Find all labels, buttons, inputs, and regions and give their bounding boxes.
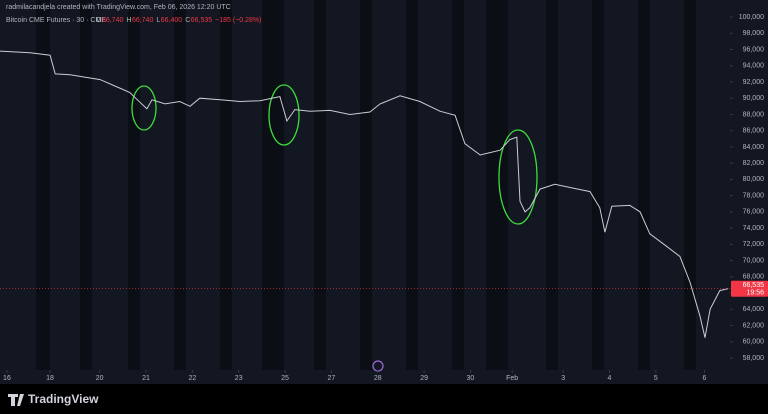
session-band (406, 0, 418, 370)
session-band (314, 0, 326, 370)
x-tick-label: 30 (467, 375, 475, 382)
x-tick-label: 27 (327, 375, 335, 382)
session-band (592, 0, 604, 370)
session-band (128, 0, 140, 370)
y-tick-label: 80,000 (743, 176, 765, 183)
x-tick-label: 16 (3, 375, 11, 382)
x-tick-label: Feb (506, 375, 518, 382)
price-change: −185 (−0.28%) (215, 17, 261, 24)
x-tick-label: 29 (420, 375, 428, 382)
y-tick-label: 96,000 (743, 46, 765, 53)
x-tick-label: 3 (561, 375, 565, 382)
x-tick-label: 18 (46, 375, 54, 382)
author-line: radmilacandjela created with TradingView… (6, 4, 231, 11)
session-band (80, 0, 92, 370)
y-tick-label: 92,000 (743, 79, 765, 86)
y-tick-label: 58,000 (743, 355, 765, 362)
countdown: 19:56 (746, 290, 764, 297)
session-band (486, 0, 508, 370)
ohlc-label: H (126, 17, 131, 24)
last-price-label: 66,535 (743, 282, 765, 289)
x-tick-label: 6 (703, 375, 707, 382)
y-tick-label: 74,000 (743, 225, 765, 232)
ohlc-label: C (185, 17, 190, 24)
price-line (0, 50, 729, 338)
y-tick-label: 94,000 (743, 63, 765, 70)
annotation-ellipse (131, 85, 157, 131)
ohlc-value: 66,740 (102, 17, 124, 24)
y-tick-label: 62,000 (743, 322, 765, 329)
y-tick-label: 70,000 (743, 257, 765, 264)
ohlc-value: 66,740 (132, 17, 154, 24)
x-tick-label: 23 (235, 375, 243, 382)
session-band (262, 0, 284, 370)
session-band (174, 0, 186, 370)
session-band (220, 0, 232, 370)
last-price-tag (731, 280, 768, 297)
ohlc-value: 66,535 (191, 17, 213, 24)
y-tick-label: 82,000 (743, 160, 765, 167)
y-tick-label: 98,000 (743, 30, 765, 37)
session-band (36, 0, 50, 370)
y-tick-label: 84,000 (743, 144, 765, 151)
x-tick-label: 20 (96, 375, 104, 382)
y-tick-label: 100,000 (739, 14, 764, 21)
brand-name: TradingView (28, 392, 99, 406)
session-band (452, 0, 464, 370)
x-tick-label: 5 (654, 375, 658, 382)
ohlc-value: 66,400 (161, 17, 183, 24)
session-band (638, 0, 650, 370)
brand-logo (8, 394, 24, 406)
ohlc-label: L (156, 17, 160, 24)
ohlc-label: O (96, 17, 102, 24)
annotation-ellipse (498, 129, 538, 225)
x-tick-label: 21 (142, 375, 150, 382)
footer (0, 384, 768, 414)
y-tick-label: 78,000 (743, 192, 765, 199)
x-tick-label: 28 (374, 375, 382, 382)
y-tick-label: 88,000 (743, 111, 765, 118)
session-bands (36, 0, 696, 370)
y-tick-label: 64,000 (743, 306, 765, 313)
x-tick-label: 22 (188, 375, 196, 382)
y-tick-label: 72,000 (743, 241, 765, 248)
session-band (684, 0, 696, 370)
symbol-title: Bitcoin CME Futures · 30 · CME (6, 17, 106, 24)
y-tick-label: 86,000 (743, 128, 765, 135)
y-tick-label: 60,000 (743, 339, 765, 346)
session-band (360, 0, 372, 370)
x-tick-label: 4 (608, 375, 612, 382)
x-tick-label: 25 (281, 375, 289, 382)
annotation-ellipse (268, 84, 300, 146)
y-tick-label: 90,000 (743, 95, 765, 102)
y-tick-label: 76,000 (743, 209, 765, 216)
y-tick-label: 68,000 (743, 274, 765, 281)
